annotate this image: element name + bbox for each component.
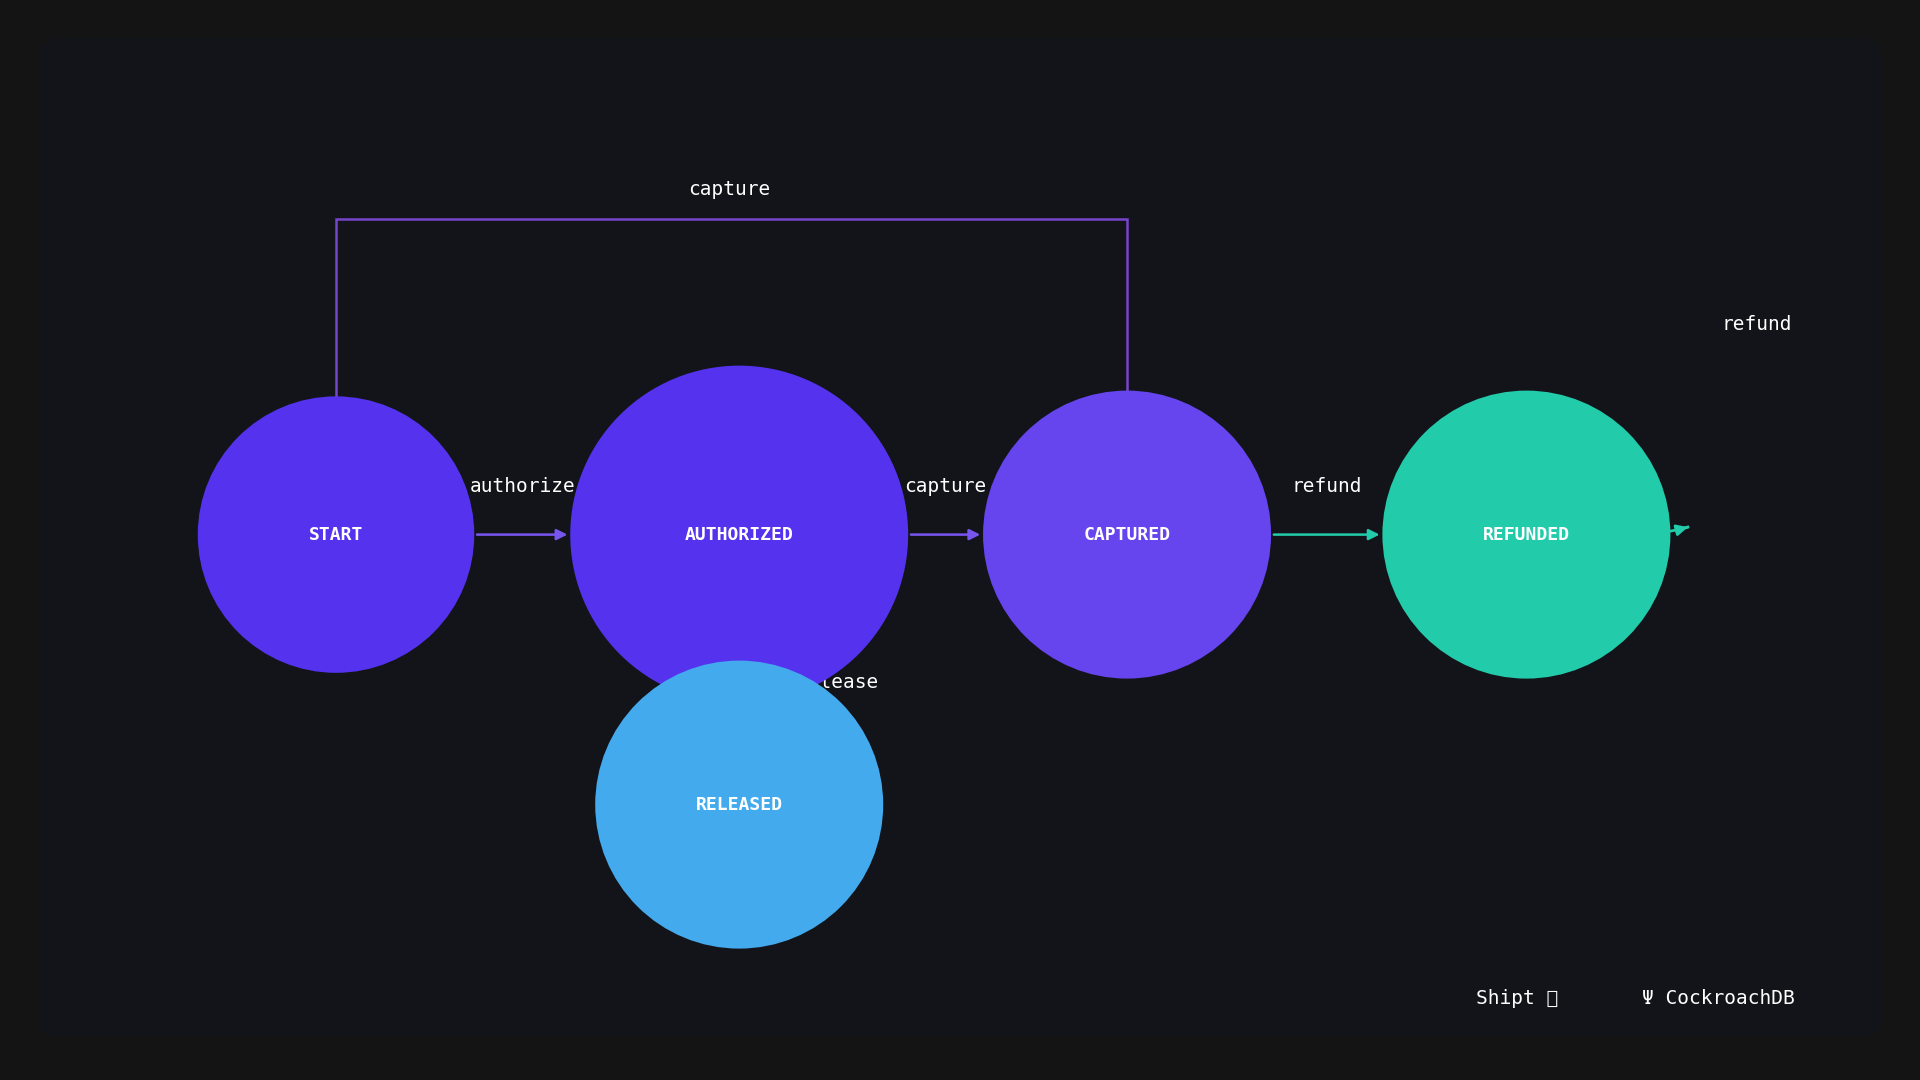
Text: AUTHORIZED: AUTHORIZED	[685, 526, 793, 543]
Text: REFUNDED: REFUNDED	[1482, 526, 1571, 543]
Circle shape	[1382, 391, 1670, 678]
Text: authorize: authorize	[468, 476, 576, 496]
Text: refund: refund	[1722, 314, 1791, 334]
Text: capture: capture	[689, 179, 770, 199]
FancyBboxPatch shape	[38, 38, 1882, 1037]
Circle shape	[570, 366, 908, 703]
Text: release: release	[797, 673, 879, 691]
Circle shape	[595, 661, 883, 948]
Text: CAPTURED: CAPTURED	[1083, 526, 1171, 543]
Text: RELEASED: RELEASED	[695, 796, 783, 813]
Text: START: START	[309, 526, 363, 543]
Text: refund: refund	[1292, 476, 1361, 496]
Text: Shipt ⓘ: Shipt ⓘ	[1476, 989, 1557, 1009]
Circle shape	[983, 391, 1271, 678]
Text: capture: capture	[904, 476, 987, 496]
Circle shape	[198, 396, 474, 673]
Text: Ψ CockroachDB: Ψ CockroachDB	[1642, 989, 1795, 1009]
